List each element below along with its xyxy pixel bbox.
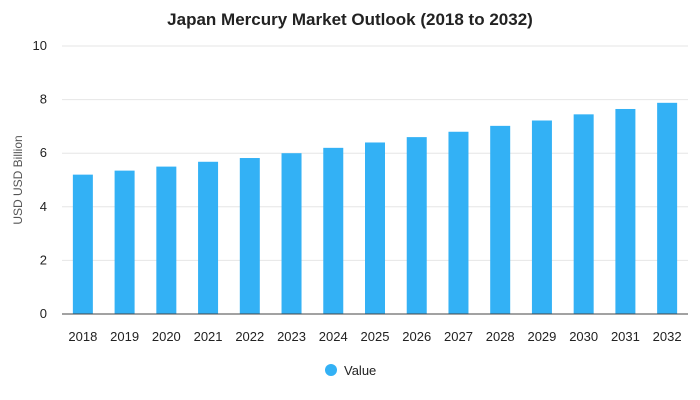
x-tick-label: 2026 (402, 329, 431, 344)
legend[interactable]: Value (325, 363, 376, 378)
x-tick-label: 2030 (569, 329, 598, 344)
y-tick-label: 6 (40, 145, 47, 160)
bar-2029[interactable] (531, 120, 552, 314)
y-axis-ticks: 0 2 4 6 8 10 (33, 38, 47, 321)
bar-2019[interactable] (114, 170, 135, 314)
bar-2024[interactable] (323, 147, 344, 314)
x-axis-ticks: 2018 2019 2020 2021 2022 2023 2024 2025 2026 2027… (68, 329, 681, 344)
y-tick-label: 0 (40, 306, 47, 321)
x-tick-label: 2020 (152, 329, 181, 344)
x-tick-label: 2021 (194, 329, 223, 344)
legend-swatch-value (325, 364, 337, 376)
x-tick-label: 2018 (68, 329, 97, 344)
y-tick-label: 2 (40, 252, 47, 267)
legend-label-value: Value (344, 363, 376, 378)
bar-2028[interactable] (490, 125, 511, 314)
x-tick-label: 2029 (527, 329, 556, 344)
x-tick-label: 2022 (235, 329, 264, 344)
chart-title: Japan Mercury Market Outlook (2018 to 20… (167, 10, 533, 29)
y-tick-label: 4 (40, 199, 47, 214)
bar-2023[interactable] (281, 153, 302, 314)
bar-2022[interactable] (239, 158, 260, 314)
bar-2032[interactable] (657, 102, 678, 314)
bar-2018[interactable] (72, 174, 93, 314)
x-tick-label: 2019 (110, 329, 139, 344)
bar-2026[interactable] (406, 137, 427, 314)
x-tick-label: 2028 (486, 329, 515, 344)
bar-2031[interactable] (615, 108, 636, 314)
bar-2030[interactable] (573, 114, 594, 314)
x-tick-label: 2032 (653, 329, 682, 344)
x-tick-label: 2023 (277, 329, 306, 344)
bar-2027[interactable] (448, 131, 469, 314)
bars (72, 102, 678, 314)
x-tick-label: 2031 (611, 329, 640, 344)
x-tick-label: 2027 (444, 329, 473, 344)
y-axis-label: USD USD Billion (11, 135, 25, 224)
bar-2021[interactable] (198, 161, 219, 314)
y-tick-label: 10 (33, 38, 47, 53)
y-tick-label: 8 (40, 92, 47, 107)
x-tick-label: 2024 (319, 329, 348, 344)
bar-2025[interactable] (365, 142, 385, 314)
x-tick-label: 2025 (361, 329, 390, 344)
bar-2020[interactable] (156, 166, 177, 314)
